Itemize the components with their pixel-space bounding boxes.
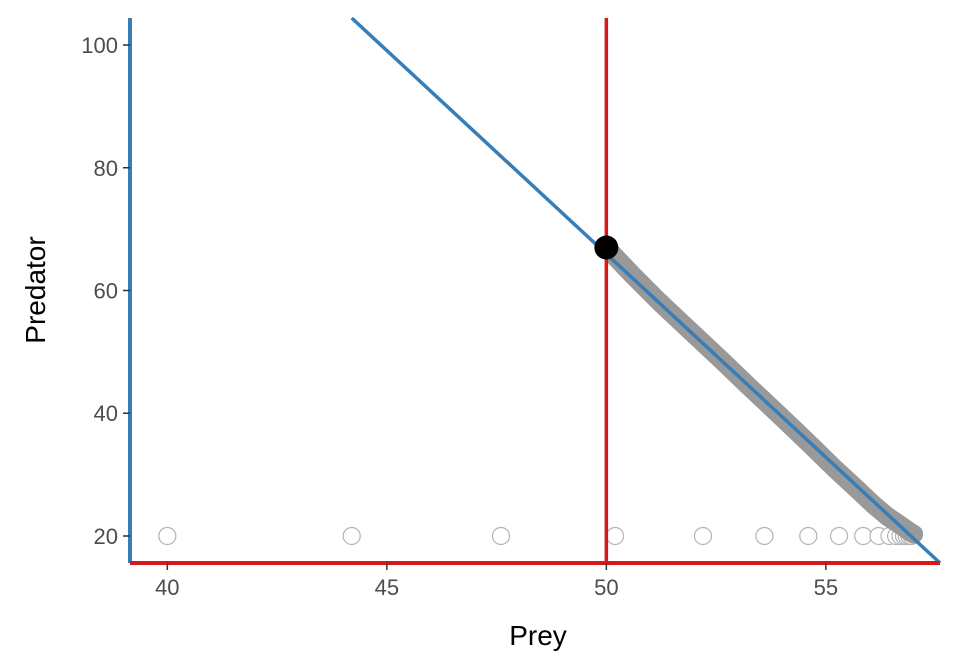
trajectory-line	[596, 238, 924, 544]
open-point	[799, 526, 818, 546]
open-point	[606, 526, 625, 546]
open-point	[342, 526, 361, 546]
plot-marks	[158, 16, 942, 565]
y-tick-label: 60	[94, 279, 118, 304]
x-tick-label: 45	[375, 575, 399, 600]
open-point	[755, 526, 774, 546]
equilibrium-point	[594, 235, 619, 260]
y-tick-label: 40	[94, 401, 118, 426]
x-tick-label: 50	[594, 575, 618, 600]
y-tick-label: 100	[81, 33, 118, 58]
open-point	[491, 526, 511, 546]
open-point	[829, 526, 849, 546]
x-axis-title: Prey	[509, 620, 567, 651]
axes: 40 45 50 55 20 40 60 80 100	[81, 18, 940, 600]
predator-nullcline-line	[350, 16, 942, 565]
y-tick-label: 80	[94, 156, 118, 181]
x-tick-label: 55	[814, 575, 838, 600]
y-axis-title: Predator	[20, 236, 51, 343]
open-point	[854, 526, 873, 546]
open-point	[158, 526, 177, 546]
y-tick-label: 20	[94, 524, 118, 549]
open-point	[693, 526, 713, 546]
x-tick-label: 40	[155, 575, 179, 600]
